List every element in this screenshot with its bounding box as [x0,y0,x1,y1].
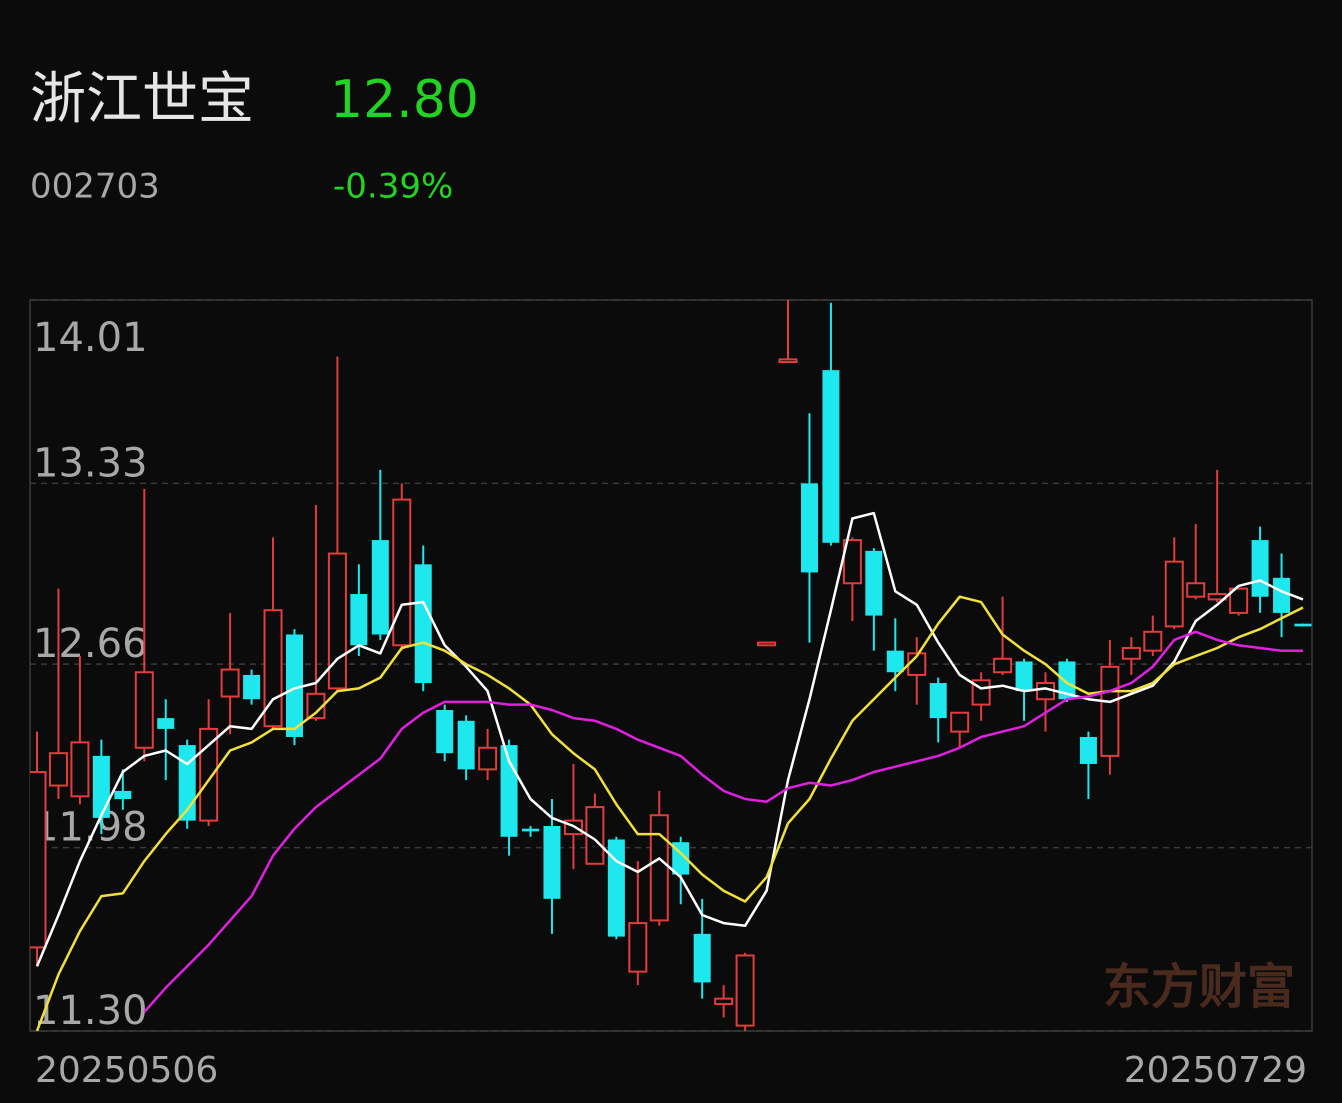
candle-body [414,564,432,684]
candle-body [929,683,947,719]
candle-body [30,771,47,949]
candle-body [1015,661,1033,692]
y-tick-label: 12.66 [33,621,148,667]
candle-body [1251,540,1269,597]
x-tick-label: 20250506 [35,1050,218,1091]
candle-body [1143,630,1163,652]
candle-body [457,720,475,770]
candle-body [822,370,840,543]
y-tick-label: 11.98 [33,805,148,851]
candle-body [693,933,711,983]
candle-body [1294,623,1312,627]
candle-body [327,552,347,690]
moving-average-line [35,511,1304,967]
candle-body [865,550,883,616]
candle-body [886,650,904,673]
candle-body [1058,661,1076,700]
candle-body [842,539,862,585]
candle-body [778,358,798,364]
candle-body [350,594,368,646]
candle-body [628,922,648,973]
stock-name: 浙江世宝 [30,67,254,132]
candle-body [950,711,970,733]
y-tick-label: 13.33 [33,440,148,486]
price-change: -0.39% [333,167,453,207]
candle-body [157,718,175,729]
candle-body [392,498,412,647]
candle-body [757,641,777,647]
candle-body [1100,665,1120,757]
moving-average-line [35,595,1304,1031]
candle-body [114,790,132,800]
candle-body [1164,560,1184,628]
candle-body [800,483,818,573]
candle-body [735,954,755,1027]
candle-body [1186,582,1206,598]
candle-body [220,668,240,698]
candle-body [649,814,669,922]
candle-body [436,710,454,754]
moving-average-line [143,630,1303,1013]
candle-body [714,997,734,1006]
candle-body [993,657,1013,674]
watermark: 东方财富 [1103,959,1295,1015]
x-tick-label: 20250729 [1124,1050,1307,1091]
candle-body [478,746,498,771]
candle-body [306,692,326,720]
stock-code: 002703 [30,167,160,207]
candle-body [1229,587,1249,614]
y-tick-label: 14.01 [33,315,148,361]
plot-area [30,300,1312,1031]
candle-body [243,674,261,700]
candle-body [1273,577,1291,613]
candle-body [543,825,561,899]
candle-body [371,540,389,635]
candle-body [92,755,110,818]
candle-body [1079,736,1097,764]
candle-body [199,727,219,822]
candle-body [1121,646,1141,660]
candle-body [178,745,196,821]
stock-price: 12.80 [330,70,479,130]
candle-body [48,752,68,787]
candle-body [70,741,90,798]
candle-body [134,671,154,749]
candle-body [522,828,540,832]
candle-body [285,634,303,737]
y-tick-label: 11.30 [33,988,148,1034]
